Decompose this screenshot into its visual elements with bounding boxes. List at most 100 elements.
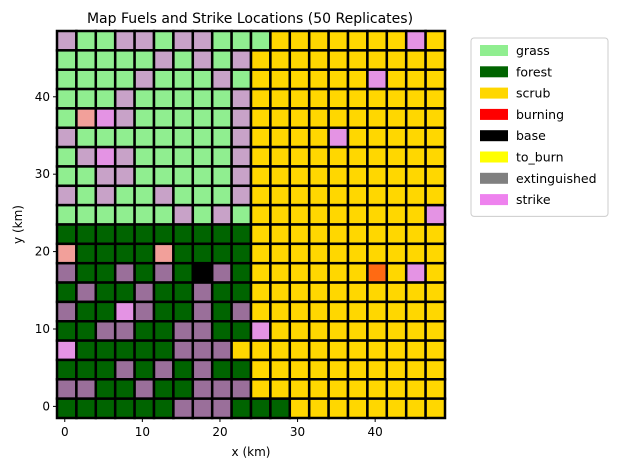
cell-grass (55, 107, 78, 130)
cell-scrub (385, 145, 408, 168)
cell-scrub (366, 300, 389, 323)
cell-scrub (327, 300, 350, 323)
cell-scrub (404, 339, 427, 362)
cell-grass (210, 184, 233, 207)
cell-forest (152, 339, 175, 362)
cell-scrub (404, 68, 427, 91)
legend-swatch-strike (480, 194, 508, 206)
cell-forest (94, 281, 117, 304)
cell-scrub (327, 320, 350, 342)
cell-forest (269, 397, 292, 420)
cell-grass (152, 29, 175, 52)
cell-scrub (404, 397, 427, 420)
cell-scrub (307, 397, 330, 420)
y-tick-label: 30 (35, 167, 50, 181)
cell-scrub (249, 203, 272, 226)
cell-forest-strike (230, 378, 253, 400)
cell-forest (75, 242, 98, 265)
cell-forest (210, 300, 233, 323)
cell-scrub (385, 300, 408, 323)
cell-scrub (327, 87, 350, 110)
cell-scrub (307, 126, 330, 149)
cell-grass-strike (55, 126, 78, 149)
cell-scrub (424, 184, 447, 207)
cell-forest (230, 397, 253, 420)
cell-forest (55, 223, 78, 246)
cell-forest (75, 300, 98, 323)
cell-scrub (288, 378, 311, 400)
cell-scrub (307, 378, 330, 400)
cell-scrub (366, 184, 389, 207)
cell-scrub (346, 358, 369, 381)
cell-grass-strike (75, 145, 98, 168)
cell-forest-strike (152, 358, 175, 381)
cell-grass (113, 49, 136, 71)
cell-strike (327, 126, 350, 149)
cell-scrub (385, 165, 408, 188)
cell-grass-strike (230, 126, 253, 149)
legend-box (470, 37, 609, 217)
cell-scrub (307, 29, 330, 52)
legend-label-strike: strike (516, 192, 551, 207)
cell-grass (210, 145, 233, 168)
cell-grass (191, 184, 214, 207)
cell-grass-strike (113, 29, 136, 52)
cell-grass (191, 126, 214, 149)
cell-forest (152, 378, 175, 400)
x-tick-label: 0 (61, 425, 69, 439)
cell-scrub (424, 320, 447, 342)
cell-scrub (327, 29, 350, 52)
cell-forest-strike (152, 261, 175, 284)
cell-forest (172, 281, 195, 304)
cell-scrub (307, 165, 330, 188)
cell-scrub (424, 300, 447, 323)
cell-scrub (424, 397, 447, 420)
cell-forest-strike (75, 281, 98, 304)
cell-base (191, 261, 214, 284)
chart-title: Map Fuels and Strike Locations (50 Repli… (87, 11, 413, 27)
cell-grass-strike (152, 49, 175, 71)
cell-strike (94, 107, 117, 130)
cell-forest (55, 358, 78, 381)
cell-scrub (249, 107, 272, 130)
cell-scrub (385, 107, 408, 130)
cell-scrub (366, 107, 389, 130)
cell-grass (172, 184, 195, 207)
cell-forest (172, 378, 195, 400)
legend-swatch-burning (480, 108, 508, 120)
cell-forest (75, 261, 98, 284)
cell-scrub (307, 49, 330, 71)
cell-scrub (327, 145, 350, 168)
cell-scrub (424, 242, 447, 265)
plot-frame (56, 30, 446, 419)
cell-scrub (346, 107, 369, 130)
cell-scrub (288, 145, 311, 168)
cell-grass-strike (191, 49, 214, 71)
cell-forest-strike (191, 300, 214, 323)
cell-grass (152, 145, 175, 168)
cell-scrub (269, 300, 292, 323)
cell-grass-strike (133, 29, 156, 52)
cell-forest (230, 358, 253, 381)
cell-scrub (269, 165, 292, 188)
cell-grass-strike (191, 29, 214, 52)
cell-scrub (269, 320, 292, 342)
cell-grass (113, 126, 136, 149)
cell-scrub (346, 165, 369, 188)
cell-grass (55, 203, 78, 226)
cell-grass (75, 87, 98, 110)
cell-grass (172, 126, 195, 149)
cell-scrub (327, 242, 350, 265)
cell-grass (94, 126, 117, 149)
cell-grass (230, 68, 253, 91)
cell-scrub (288, 203, 311, 226)
cell-forest (75, 223, 98, 246)
cell-scrub (346, 87, 369, 110)
cell-strike (424, 203, 447, 226)
legend-label-to-burn: to_burn (516, 150, 564, 165)
cell-scrub (385, 339, 408, 362)
cell-scrub (249, 184, 272, 207)
legend-label-grass: grass (516, 43, 550, 58)
cell-grass-strike (113, 165, 136, 188)
cell-forest (210, 281, 233, 304)
